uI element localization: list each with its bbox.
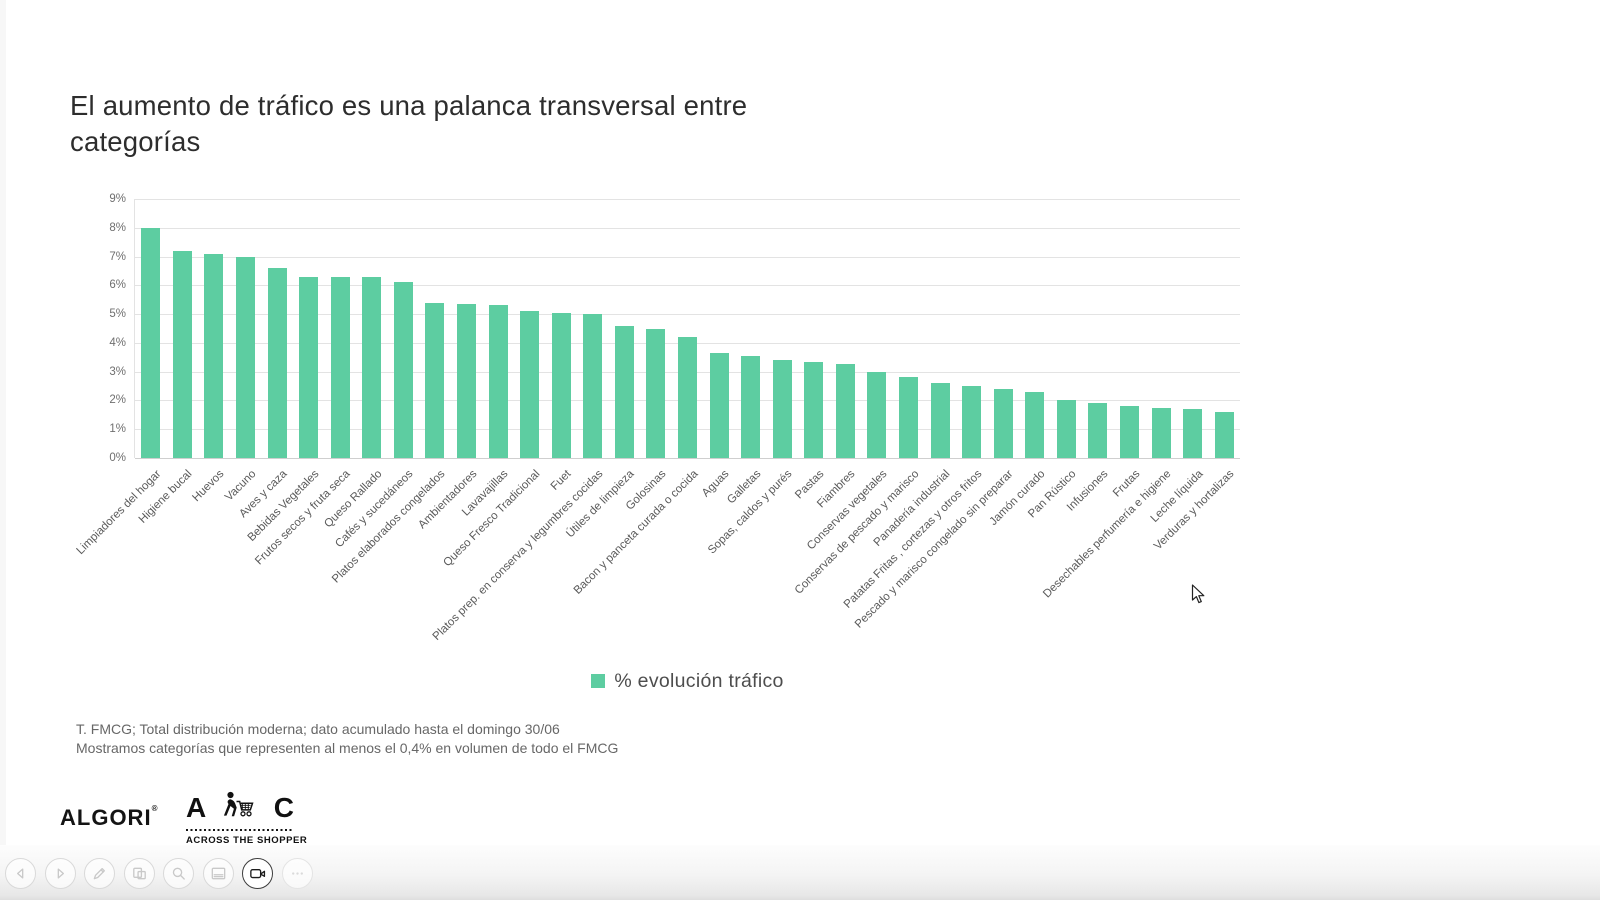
dotted-divider — [186, 829, 294, 831]
chart-bar — [899, 377, 918, 458]
footnotes: T. FMCG; Total distribución moderna; dat… — [76, 720, 618, 757]
gridline — [135, 199, 1240, 200]
ellipsis-icon — [291, 872, 303, 875]
slides-button[interactable] — [123, 858, 155, 889]
chart-bar — [993, 388, 1013, 458]
chart-bar — [867, 371, 887, 458]
algori-logo: ALGORI® — [60, 804, 158, 831]
chart-bar — [236, 256, 255, 458]
more-button[interactable] — [281, 858, 313, 889]
left-edge-shadow — [0, 0, 6, 900]
chart-bar — [835, 364, 855, 458]
previous-button[interactable] — [5, 858, 36, 889]
chart-bar — [457, 304, 476, 458]
chart-bar — [962, 386, 982, 458]
chart-bar — [1214, 411, 1234, 458]
registered-mark-icon: ® — [151, 804, 159, 813]
footnote-line-2: Mostramos categorías que representen al … — [76, 739, 619, 756]
notes-button[interactable] — [202, 858, 234, 889]
chart-bar — [646, 328, 666, 458]
panel-icon — [211, 867, 225, 880]
chart-bar — [1056, 400, 1076, 458]
across-the-shopper-logo: A C ACROSS THE SHOPPER — [186, 788, 308, 854]
page-title: El aumento de tráfico es una palanca tra… — [70, 90, 748, 157]
gridline — [135, 458, 1240, 459]
presentation-toolbar — [5, 858, 313, 889]
zoom-button[interactable] — [163, 858, 194, 889]
gridline — [135, 285, 1240, 287]
footnote-line-1: T. FMCG; Total distribución moderna; dat… — [76, 721, 560, 737]
y-axis-line — [134, 199, 135, 458]
y-axis-tick: 0% — [109, 452, 126, 464]
ats-letter-c: C — [273, 792, 294, 823]
y-axis-tick: 3% — [109, 365, 126, 378]
draw-button[interactable] — [84, 858, 115, 889]
chart-bar — [583, 314, 603, 458]
chart-bar — [1120, 406, 1139, 458]
camera-button[interactable] — [242, 858, 273, 889]
chart-bar — [393, 282, 413, 458]
gridline — [135, 256, 1240, 258]
magnifier-icon — [172, 867, 185, 880]
y-axis-tick: 9% — [109, 193, 126, 205]
chart-bar — [425, 302, 445, 458]
gridline — [135, 314, 1240, 316]
chart-bar — [299, 276, 319, 458]
chart-bar — [804, 361, 824, 458]
shopper-cart-icon — [220, 791, 260, 826]
chart-bar — [551, 312, 571, 458]
mouse-cursor — [1191, 584, 1206, 610]
chart-bar — [772, 360, 792, 458]
chart-legend: % evolución tráfico — [135, 666, 1240, 696]
algori-logo-text: ALGORI — [60, 805, 152, 830]
chart-bar — [267, 268, 287, 458]
y-axis-tick: 8% — [109, 221, 126, 234]
chart-bar — [330, 276, 350, 458]
chart-bar — [1025, 391, 1045, 458]
chart-bar — [520, 311, 540, 458]
chevron-right-icon — [57, 868, 64, 879]
chart-bar — [141, 227, 161, 458]
next-button[interactable] — [44, 858, 76, 889]
gridline — [135, 227, 1240, 229]
slides-icon — [132, 867, 146, 880]
chart-bar — [678, 337, 697, 458]
chart-bar — [1151, 407, 1171, 458]
chart-bar — [362, 276, 382, 458]
video-camera-icon — [250, 869, 266, 879]
y-axis-tick: 7% — [109, 250, 126, 263]
legend-marker-icon — [591, 674, 606, 688]
ats-logo-text: ACROSS THE SHOPPER — [186, 835, 308, 846]
chart-bar — [1088, 403, 1108, 458]
y-axis-tick: 5% — [109, 308, 126, 321]
chart-bar — [709, 352, 729, 458]
ats-letter-a: A — [186, 792, 207, 823]
chart-bar — [930, 383, 950, 458]
chart-bar — [741, 355, 761, 458]
y-axis-tick: 6% — [109, 279, 126, 292]
chart-bar — [488, 305, 508, 458]
y-axis-tick: 1% — [109, 423, 126, 436]
y-axis-tick: 4% — [109, 336, 126, 349]
chart-bar — [1183, 409, 1203, 458]
chart-bar — [204, 253, 224, 458]
chevron-left-icon — [16, 868, 24, 879]
pen-icon — [93, 867, 106, 880]
y-axis-tick: 2% — [109, 394, 126, 407]
chart-bar — [172, 250, 192, 458]
traffic-evolution-chart: 9% 8% 7% 6% 5% 4% 3% 2% 1% 0% Limpiadores del hoga… — [74, 193, 1240, 643]
chart-bar — [614, 325, 634, 458]
legend-label: % evolución tráfico — [614, 669, 784, 692]
